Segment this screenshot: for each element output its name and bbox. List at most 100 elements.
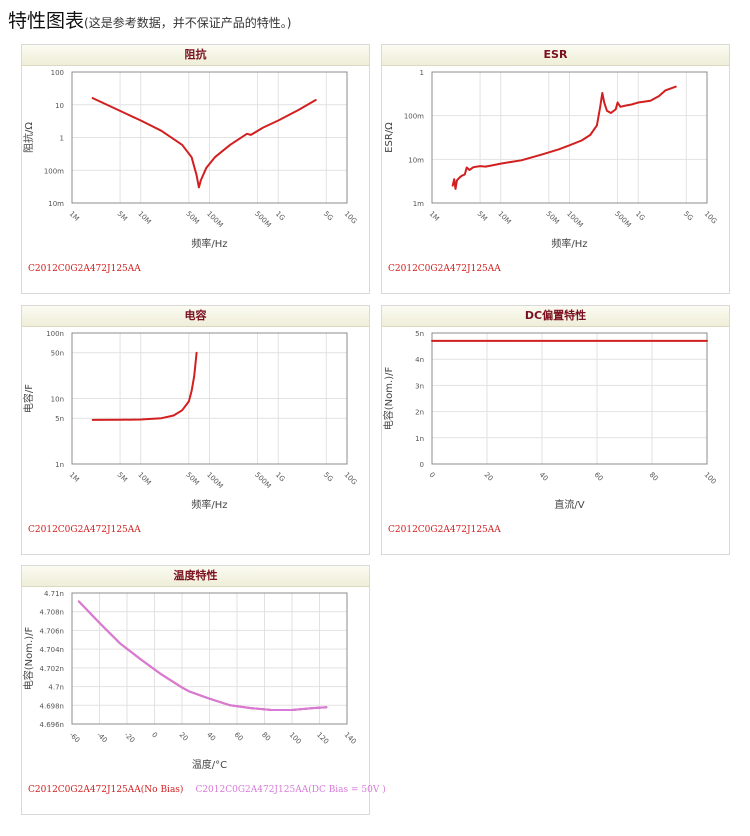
y-tick-label: 10n xyxy=(51,396,64,404)
x-tick-label: 100 xyxy=(703,471,718,486)
y-axis-title: 电容/F xyxy=(22,384,35,413)
chart-caption: C2012C0G2A472J125AA xyxy=(388,525,501,535)
chart-caption: C2012C0G2A472J125AA(No Bias) xyxy=(28,785,184,795)
impedance-chart: 1M 5M 10M 50M 100M 500M 1G 5G 10G 10m 100m 1 10 100 频率… xyxy=(22,69,359,250)
panel-title: DC偏置特性 xyxy=(382,306,729,327)
y-axis-title: 电容(Nom.)/F xyxy=(382,367,395,431)
y-tick-label: 3n xyxy=(415,382,424,390)
x-tick-label: 500M xyxy=(253,471,272,490)
y-tick-label: 2n xyxy=(415,409,424,417)
x-tick-label: 5G xyxy=(322,210,335,223)
plot-border xyxy=(71,592,348,725)
y-tick-label: 4.71n xyxy=(44,590,64,598)
y-axis-title: 阻抗/Ω xyxy=(22,122,35,153)
series-line xyxy=(91,351,198,421)
x-tick-label: 80 xyxy=(648,471,660,483)
y-tick-label: 100 xyxy=(51,69,64,77)
panel-title: 阻抗 xyxy=(22,45,369,66)
panel-title: 温度特性 xyxy=(22,566,369,587)
y-tick-label: 5n xyxy=(55,415,64,423)
caption-row: C2012C0G2A472J125AA(No Bias) C2012C0G2A47… xyxy=(28,785,398,795)
x-tick-label: 500M xyxy=(253,210,272,229)
x-tick-label: 5M xyxy=(476,210,489,223)
caption-row: C2012C0G2A472J125AA xyxy=(388,525,513,535)
x-tick-label: 10M xyxy=(136,210,152,226)
x-tick-label: 1G xyxy=(634,210,647,223)
x-tick-label: 1M xyxy=(68,471,81,484)
x-tick-label: -40 xyxy=(95,731,109,745)
x-tick-label: -60 xyxy=(68,731,82,745)
y-tick-label: 50n xyxy=(51,350,64,358)
x-tick-label: 80 xyxy=(260,731,272,743)
plot-border xyxy=(431,71,708,204)
x-axis-title: 直流/V xyxy=(554,498,584,511)
y-tick-label: 4.7n xyxy=(48,684,64,692)
chart-caption: C2012C0G2A472J125AA(DC Bias = 50V ) xyxy=(195,785,386,795)
x-tick-label: 10M xyxy=(136,471,152,487)
esr-chart: 1M 5M 10M 50M 100M 500M 1G 5G 10G 1m 10m 100m 1 频率/Hz… xyxy=(384,69,719,250)
caption-row: C2012C0G2A472J125AA xyxy=(28,264,153,274)
x-tick-label: 10G xyxy=(343,210,359,226)
x-tick-label: 5M xyxy=(116,210,129,223)
x-tick-label: 20 xyxy=(483,471,495,483)
y-tick-label: 1 xyxy=(60,135,64,143)
y-tick-label: 4n xyxy=(415,356,424,364)
x-tick-label: 60 xyxy=(593,471,605,483)
y-tick-label: 10m xyxy=(408,156,424,164)
x-tick-label: 1G xyxy=(274,471,287,484)
plot-border xyxy=(71,71,348,204)
x-axis-title: 频率/Hz xyxy=(191,498,227,511)
temperature-chart-panel: 温度特性 -60 -40 -20 0 20 40 60 80 100 120 140 4.696n 4.… xyxy=(21,565,386,815)
x-tick-label: 1G xyxy=(274,210,287,223)
x-tick-label: 0 xyxy=(428,471,437,480)
x-tick-label: 40 xyxy=(205,731,217,743)
y-tick-label: 1n xyxy=(415,435,424,443)
x-tick-label: 10G xyxy=(703,210,719,226)
impedance-chart-panel: 阻抗 1M 5M 10M 50M 100M 500M 1G 5G 10G 10m 100m 1 10 10… xyxy=(21,44,370,294)
x-tick-label: 100 xyxy=(288,731,303,746)
x-tick-label: -20 xyxy=(123,731,137,745)
series-line xyxy=(77,600,328,711)
series-line xyxy=(451,85,677,190)
plot-area xyxy=(431,332,708,465)
y-tick-label: 100n xyxy=(46,330,64,338)
y-tick-label: 100m xyxy=(404,113,424,121)
chart-caption: C2012C0G2A472J125AA xyxy=(28,264,141,274)
y-axis-title: ESR/Ω xyxy=(384,122,395,153)
y-tick-label: 1m xyxy=(413,200,424,208)
x-tick-label: 5G xyxy=(682,210,695,223)
page-title: 特性图表(这是参考数据，并不保证产品的特性。) xyxy=(8,6,291,33)
panel-title: 电容 xyxy=(22,306,369,327)
x-axis-title: 频率/Hz xyxy=(191,237,227,250)
y-tick-label: 1 xyxy=(420,69,424,77)
x-tick-label: 10G xyxy=(343,471,359,487)
y-tick-label: 4.704n xyxy=(40,646,64,654)
x-tick-label: 1M xyxy=(428,210,441,223)
x-tick-label: 20 xyxy=(178,731,190,743)
y-tick-label: 1n xyxy=(55,461,64,469)
y-tick-label: 4.696n xyxy=(40,721,64,729)
x-tick-label: 0 xyxy=(150,731,159,740)
x-tick-label: 1M xyxy=(68,210,81,223)
y-tick-label: 4.698n xyxy=(40,702,64,710)
y-tick-label: 100m xyxy=(44,167,64,175)
page-subtitle: (这是参考数据，并不保证产品的特性。) xyxy=(84,16,292,30)
x-tick-label: 100M xyxy=(565,210,584,229)
x-tick-label: 100M xyxy=(205,471,224,490)
y-tick-label: 0 xyxy=(420,461,424,469)
y-tick-label: 4.708n xyxy=(40,609,64,617)
caption-row: C2012C0G2A472J125AA xyxy=(28,525,153,535)
x-tick-label: 500M xyxy=(613,210,632,229)
x-tick-label: 5G xyxy=(322,471,335,484)
x-tick-label: 40 xyxy=(538,471,550,483)
temperature-chart: -60 -40 -20 0 20 40 60 80 100 120 140 4.696n 4.698n 4… xyxy=(22,590,358,771)
panel-title: ESR xyxy=(382,45,729,66)
x-tick-label: 10M xyxy=(496,210,512,226)
x-tick-label: 120 xyxy=(315,731,330,746)
y-tick-label: 4.706n xyxy=(40,627,64,635)
x-tick-label: 60 xyxy=(233,731,245,743)
y-axis-title: 电容(Nom.)/F xyxy=(22,627,35,691)
capacitance-chart-panel: 电容 1M 5M 10M 50M 100M 500M 1G 5G 10G 1n 5n 10n 50n 10… xyxy=(21,305,370,555)
x-axis-title: 温度/°C xyxy=(192,758,227,771)
y-tick-label: 10m xyxy=(48,200,64,208)
